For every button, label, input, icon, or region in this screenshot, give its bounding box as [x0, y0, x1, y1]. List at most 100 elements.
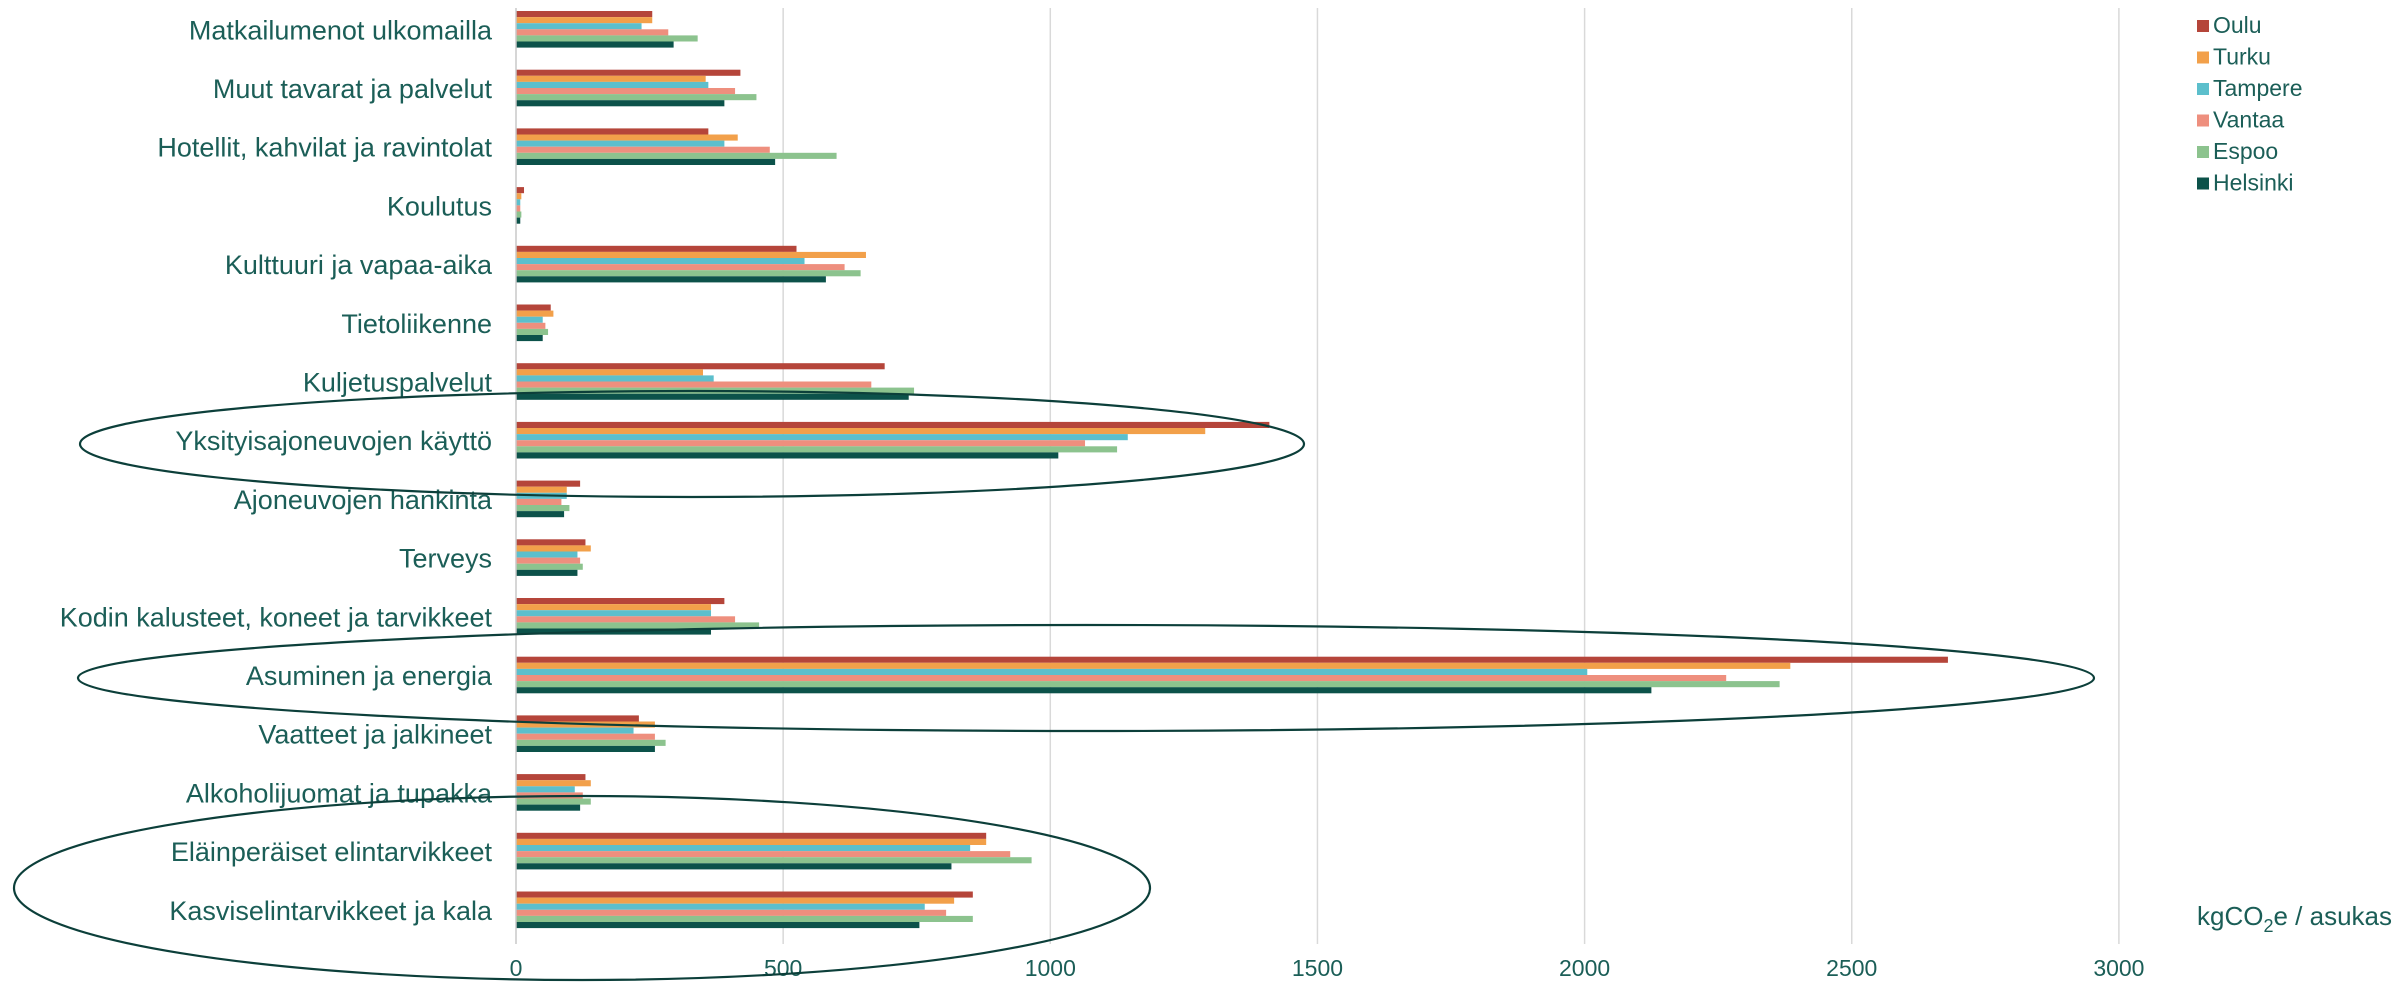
bar-oulu-15 — [516, 891, 973, 898]
bar-espoo-12 — [516, 739, 666, 746]
highlight-ellipse-housing-energy — [76, 623, 2096, 733]
legend-label-oulu: Oulu — [2213, 12, 2262, 38]
bar-helsinki-3 — [516, 217, 521, 224]
bar-helsinki-8 — [516, 511, 565, 518]
highlight-ellipse-private-vehicles — [78, 389, 1306, 499]
x-unit-label: kgCO2e / asukas — [2197, 901, 2392, 936]
highlight-ellipses — [12, 389, 2096, 982]
bar-vantaa-2 — [516, 146, 770, 153]
bar-vantaa-9 — [516, 557, 581, 564]
bar-oulu-9 — [516, 539, 586, 546]
bar-turku-13 — [516, 780, 591, 787]
bar-turku-11 — [516, 662, 1791, 669]
category-labels: Matkailumenot ulkomailla Muut tavarat ja … — [60, 15, 493, 926]
x-tick-3000: 3000 — [2093, 955, 2144, 981]
bar-oulu-6 — [516, 363, 885, 370]
x-tick-500: 500 — [764, 955, 802, 981]
category-label-0: Matkailumenot ulkomailla — [189, 15, 493, 45]
bar-tampere-10 — [516, 610, 712, 617]
category-label-9: Terveys — [399, 544, 492, 574]
bar-vantaa-11 — [516, 675, 1727, 682]
bar-tampere-0 — [516, 23, 642, 30]
bar-oulu-8 — [516, 480, 581, 487]
category-label-10: Kodin kalusteet, koneet ja tarvikkeet — [60, 602, 493, 632]
category-label-3: Koulutus — [387, 191, 492, 221]
bar-helsinki-4 — [516, 276, 826, 283]
bar-tampere-11 — [516, 668, 1588, 675]
bar-helsinki-7 — [516, 452, 1059, 459]
bar-espoo-9 — [516, 563, 583, 570]
bar-helsinki-11 — [516, 687, 1652, 694]
legend-label-helsinki: Helsinki — [2213, 170, 2294, 196]
category-label-5: Tietoliikenne — [341, 309, 492, 339]
bar-vantaa-14 — [516, 851, 1011, 858]
bar-tampere-4 — [516, 258, 805, 265]
legend-swatch-turku — [2197, 51, 2209, 64]
category-label-12: Vaatteet ja jalkineet — [258, 720, 492, 750]
bar-helsinki-6 — [516, 393, 909, 400]
legend-swatch-oulu — [2197, 20, 2209, 32]
bar-espoo-3 — [516, 211, 522, 218]
bar-oulu-2 — [516, 128, 709, 135]
category-label-14: Eläinperäiset elintarvikkeet — [171, 837, 493, 867]
bar-tampere-9 — [516, 551, 578, 558]
bar-tampere-12 — [516, 727, 634, 734]
bar-espoo-15 — [516, 915, 973, 922]
bar-oulu-12 — [516, 715, 639, 722]
bar-vantaa-5 — [516, 322, 546, 329]
bar-espoo-14 — [516, 857, 1032, 864]
legend-swatch-espoo — [2197, 146, 2209, 158]
bar-turku-6 — [516, 369, 704, 376]
legend-swatch-helsinki — [2197, 177, 2209, 190]
x-tick-2500: 2500 — [1826, 955, 1877, 981]
bar-oulu-1 — [516, 69, 741, 76]
bar-espoo-4 — [516, 270, 861, 277]
bar-oulu-14 — [516, 832, 987, 839]
bar-helsinki-5 — [516, 335, 543, 342]
unit-main: kgCO — [2197, 901, 2263, 931]
bar-oulu-13 — [516, 774, 586, 781]
bar-tampere-5 — [516, 316, 543, 323]
category-label-15: Kasviselintarvikkeet ja kala — [169, 896, 493, 926]
bar-tampere-13 — [516, 786, 575, 793]
bar-turku-3 — [516, 193, 522, 200]
x-tick-2000: 2000 — [1559, 955, 1610, 981]
legend-swatch-vantaa — [2197, 114, 2209, 127]
bar-helsinki-9 — [516, 569, 578, 576]
bar-vantaa-4 — [516, 264, 845, 271]
bar-helsinki-1 — [516, 100, 725, 107]
bar-oulu-7 — [516, 421, 1270, 428]
bar-tampere-7 — [516, 434, 1128, 441]
x-tick-labels: 0 500 1000 1500 2000 2500 3000 — [510, 955, 2145, 981]
bar-tampere-15 — [516, 903, 925, 910]
legend-label-vantaa: Vantaa — [2213, 107, 2284, 133]
bar-oulu-3 — [516, 187, 525, 194]
bar-vantaa-15 — [516, 909, 947, 916]
bar-helsinki-12 — [516, 745, 655, 752]
gridlines — [782, 8, 2120, 944]
bar-helsinki-2 — [516, 158, 776, 165]
unit-suffix: e / asukas — [2273, 901, 2392, 931]
legend: Oulu Turku Tampere Vantaa Espoo Helsinki — [2197, 12, 2302, 196]
bar-helsinki-14 — [516, 863, 952, 870]
bar-oulu-10 — [516, 598, 725, 605]
bar-helsinki-0 — [516, 41, 674, 48]
bar-tampere-1 — [516, 81, 709, 88]
bar-turku-10 — [516, 604, 712, 611]
bar-espoo-5 — [516, 328, 549, 335]
bar-turku-7 — [516, 428, 1206, 435]
category-label-4: Kulttuuri ja vapaa-aika — [225, 250, 493, 280]
bar-vantaa-1 — [516, 88, 736, 95]
bar-turku-8 — [516, 486, 567, 493]
category-label-2: Hotellit, kahvilat ja ravintolat — [157, 133, 492, 163]
x-tick-1500: 1500 — [1292, 955, 1343, 981]
bar-turku-0 — [516, 17, 653, 24]
legend-swatch-tampere — [2197, 83, 2209, 95]
bar-espoo-10 — [516, 622, 760, 629]
bar-oulu-0 — [516, 11, 653, 18]
bar-oulu-5 — [516, 304, 551, 311]
bar-espoo-8 — [516, 505, 570, 512]
bar-tampere-2 — [516, 140, 725, 147]
